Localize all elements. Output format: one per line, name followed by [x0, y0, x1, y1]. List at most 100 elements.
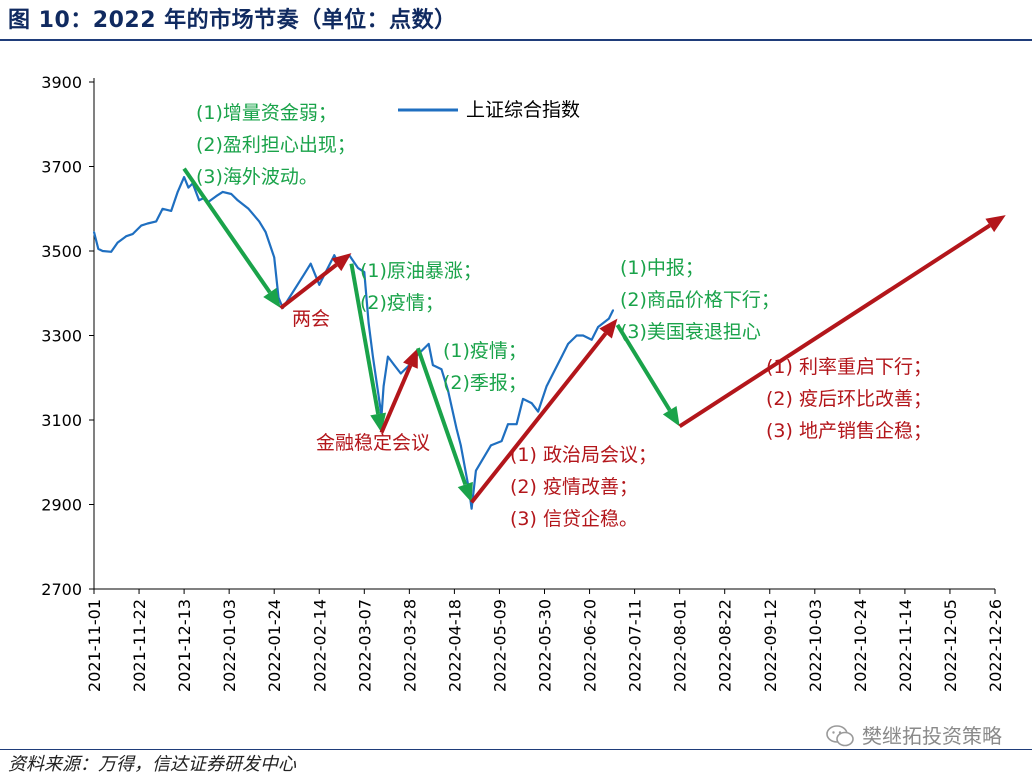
footer-divider: [0, 749, 1032, 750]
data-point: [116, 241, 119, 244]
annotation-text: (2)商品价格下行；: [620, 289, 780, 311]
data-point: [221, 191, 224, 193]
x-tick-label: 2022-10-24: [851, 599, 870, 692]
data-point: [146, 222, 149, 225]
x-tick-label: 2022-12-05: [941, 599, 960, 692]
y-tick-label: 2900: [41, 496, 82, 515]
annotation-text: (2) 疫情改善；: [510, 476, 638, 498]
red-arrow-shaft: [379, 364, 413, 434]
data-point: [590, 338, 593, 341]
data-point: [140, 224, 143, 227]
title-divider: [0, 39, 1032, 41]
annotation-text: (3)美国衰退担心: [620, 321, 761, 343]
annotation-text: (2) 疫后环比改善；: [766, 388, 932, 410]
data-point: [440, 368, 443, 371]
annotation-text: (1)原油暴涨；: [360, 260, 482, 282]
annotation-layer: (1)增量资金弱； (2)盈利担心出现； (3)海外波动。两会 (1)原油暴涨； (2)…: [196, 102, 932, 530]
x-tick-label: 2021-11-01: [85, 599, 104, 692]
green-arrow-shaft: [349, 263, 381, 415]
data-point: [550, 376, 552, 379]
x-tick-label: 2022-09-12: [761, 599, 780, 692]
data-point: [530, 402, 533, 404]
data-point: [309, 262, 312, 265]
x-tick-label: 2022-12-26: [986, 599, 1005, 692]
red-arrow-head: [985, 215, 1006, 233]
annotation-text: (3) 地产销售企稳；: [766, 420, 932, 442]
x-tick-label: 2022-06-20: [581, 599, 600, 692]
data-point: [155, 220, 158, 223]
data-point: [455, 427, 458, 430]
watermark-text: 樊继拓投资策略: [862, 724, 1002, 748]
x-tick-label: 2022-01-03: [220, 599, 239, 692]
data-point: [447, 389, 449, 392]
green-arrow-head: [263, 287, 281, 309]
x-tick-label: 2022-03-07: [355, 599, 374, 692]
x-tick-label: 2021-12-13: [175, 599, 194, 692]
data-point: [500, 440, 503, 442]
data-point: [264, 231, 267, 233]
y-tick-label: 3300: [41, 327, 82, 346]
data-point: [608, 317, 610, 320]
data-point: [475, 469, 477, 472]
data-point: [612, 309, 614, 311]
data-point: [318, 283, 321, 286]
data-point: [93, 231, 95, 233]
data-point: [131, 233, 134, 236]
data-point: [545, 385, 548, 388]
y-tick-label: 3500: [41, 242, 82, 261]
annotation-text: (3)海外波动。: [196, 166, 318, 188]
green-arrow-head: [662, 405, 680, 427]
red-arrow-shaft: [279, 263, 338, 310]
data-point: [247, 207, 250, 210]
data-point: [198, 199, 201, 202]
figure-title: 图 10：2022 年的市场节奏（单位：点数）: [8, 8, 457, 33]
annotation-text: 两会: [292, 308, 330, 330]
data-point: [582, 334, 584, 337]
data-point: [303, 273, 306, 276]
data-point: [459, 444, 462, 447]
x-tick-label: 2022-03-28: [400, 599, 419, 692]
red-arrow-head: [403, 348, 418, 369]
data-point: [161, 207, 164, 210]
annotation-text: (2)季报；: [443, 372, 527, 394]
red-arrow-head: [599, 318, 618, 339]
x-tick-label: 2022-01-24: [265, 599, 284, 692]
y-tick-label: 2700: [41, 580, 82, 599]
annotation-text: (1) 利率重启下行；: [766, 356, 932, 378]
data-point: [575, 334, 578, 337]
data-point: [515, 423, 518, 426]
data-point: [170, 210, 173, 212]
x-tick-label: 2022-08-22: [716, 599, 735, 692]
data-point: [230, 193, 233, 195]
x-tick-label: 2022-05-09: [490, 599, 509, 692]
data-point: [125, 235, 128, 238]
data-point: [176, 191, 179, 193]
data-point: [187, 186, 190, 189]
data-point: [470, 507, 473, 510]
x-tick-label: 2022-08-01: [671, 599, 690, 692]
red-arrow-head: [331, 253, 352, 272]
annotation-text: (1) 政治局会议；: [510, 444, 657, 466]
data-point: [273, 256, 276, 259]
y-tick-label: 3700: [41, 158, 82, 177]
red-arrow-shaft: [678, 223, 991, 429]
data-point: [387, 355, 389, 358]
data-point: [399, 372, 402, 375]
x-tick-label: 2021-11-22: [130, 599, 149, 692]
series-line: [92, 176, 615, 510]
data-point: [101, 250, 104, 252]
series-layer: [92, 176, 615, 510]
data-point: [597, 326, 599, 328]
data-point: [333, 254, 336, 257]
annotation-text: (1)疫情；: [443, 340, 527, 362]
source-note: 资料来源：万得，信达证券研发中心: [8, 754, 296, 775]
data-point: [357, 267, 359, 269]
data-point: [363, 271, 366, 273]
annotation-text: (1)增量资金弱；: [196, 102, 337, 124]
data-point: [236, 199, 239, 202]
x-tick-label: 2022-10-03: [806, 599, 825, 692]
green-arrow-shaft: [182, 167, 272, 294]
x-tick-label: 2022-04-18: [445, 599, 464, 692]
annotation-text: 金融稳定会议: [316, 432, 430, 454]
x-tick-label: 2022-11-14: [896, 599, 915, 692]
